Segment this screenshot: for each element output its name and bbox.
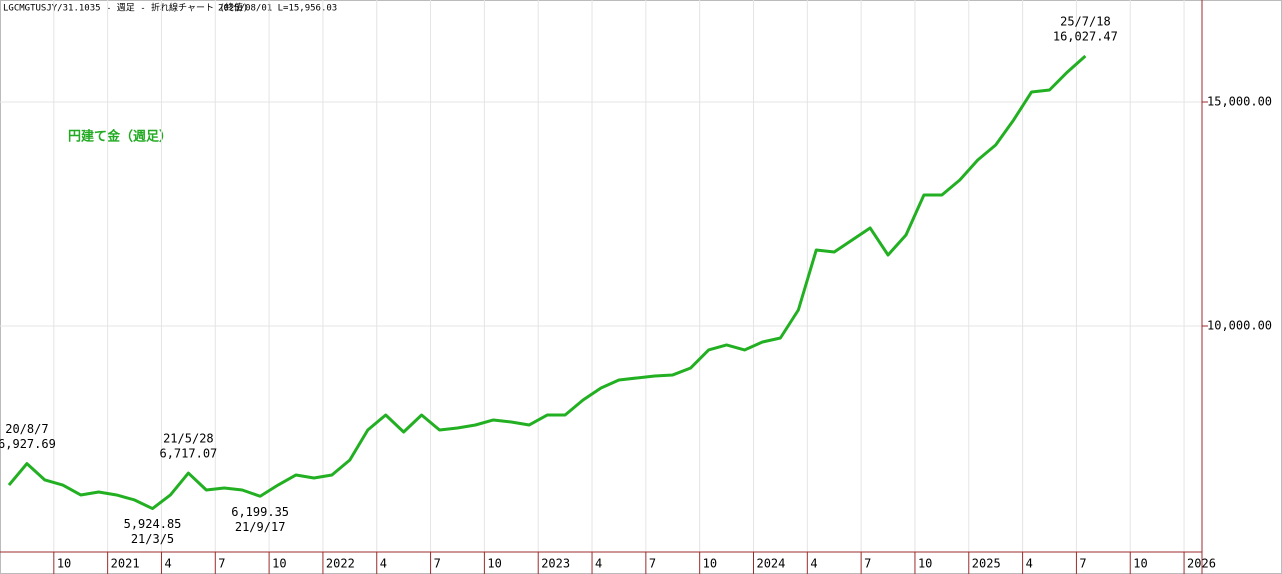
x-tick-label: 2024 [756, 557, 785, 571]
x-tick-label: 7 [864, 557, 871, 571]
x-tick-label: 7 [649, 557, 656, 571]
x-tick-label: 10 [272, 557, 286, 571]
x-tick-label: 10 [918, 557, 932, 571]
header: LGCMGTUSJY/31.1035 - 週足 - 折れ線チャート (終値) [3, 2, 248, 14]
annotation: 6,199.35 [231, 505, 289, 519]
x-tick-label: 2022 [326, 557, 355, 571]
x-tick-label: 7 [434, 557, 441, 571]
header-date: 2025/08/01 L=15,956.03 [218, 4, 337, 14]
x-tick-label: 4 [164, 557, 171, 571]
annotation: 21/3/5 [131, 532, 174, 546]
annotation: 6,927.69 [0, 437, 56, 451]
x-tick-label: 10 [1133, 557, 1147, 571]
y-tick-label: 15,000.00 [1207, 95, 1272, 109]
x-tick-label: 2021 [111, 557, 140, 571]
annotation: 5,924.85 [124, 517, 182, 531]
y-tick-label: 10,000.00 [1207, 318, 1272, 332]
annotation: 6,717.07 [159, 447, 217, 461]
x-tick-label: 2023 [541, 557, 570, 571]
x-tick-label: 4 [595, 557, 602, 571]
x-tick-label: 7 [218, 557, 225, 571]
annotation: 20/8/7 [5, 422, 48, 436]
annotation: 21/5/28 [163, 432, 214, 446]
x-tick-label: 10 [57, 557, 71, 571]
x-tick-label: 7 [1079, 557, 1086, 571]
x-tick-label: 4 [380, 557, 387, 571]
x-tick-label: 2025 [972, 557, 1001, 571]
series-line [7, 54, 1087, 511]
x-tick-label: 4 [810, 557, 817, 571]
annotation: 25/7/18 [1060, 14, 1111, 28]
annotation: 21/9/17 [235, 520, 286, 534]
annotation: 16,027.47 [1053, 29, 1118, 43]
x-tick-label: 10 [703, 557, 717, 571]
legend-label: 円建て金（週足） [68, 129, 172, 145]
x-tick-label: 10 [487, 557, 501, 571]
x-tick-label: 4 [1026, 557, 1033, 571]
